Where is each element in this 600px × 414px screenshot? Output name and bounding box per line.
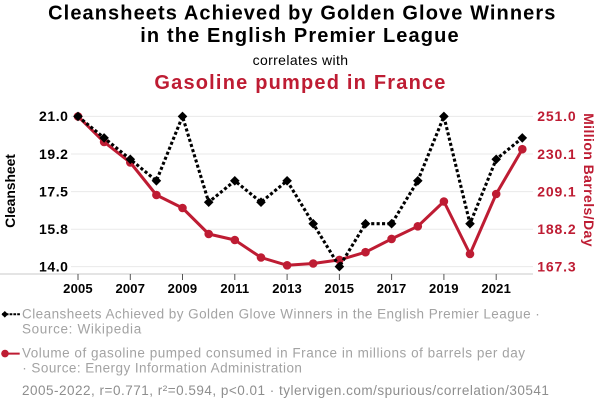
svg-text:15.8: 15.8 (39, 221, 68, 237)
svg-text:19.2: 19.2 (39, 146, 68, 162)
svg-text:14.0: 14.0 (39, 258, 68, 274)
svg-text:2013: 2013 (272, 281, 302, 296)
svg-text:in the English Premier League: in the English Premier League (140, 25, 460, 47)
svg-text:Source: Wikipedia: Source: Wikipedia (22, 322, 142, 337)
svg-text:2009: 2009 (168, 281, 198, 296)
svg-text:Cleansheets Achieved by Golden: Cleansheets Achieved by Golden Glove Win… (22, 306, 540, 321)
svg-text:2021: 2021 (481, 281, 511, 296)
svg-text:2015: 2015 (325, 281, 355, 296)
svg-text:Cleansheet: Cleansheet (2, 154, 18, 228)
svg-text:Million Barrels/Day: Million Barrels/Day (581, 113, 597, 247)
svg-text:2017: 2017 (377, 281, 407, 296)
svg-text:230.1: 230.1 (537, 146, 576, 162)
svg-text:17.5: 17.5 (39, 183, 68, 199)
svg-text:251.0: 251.0 (537, 108, 576, 124)
svg-text:2007: 2007 (115, 281, 145, 296)
svg-text:2011: 2011 (220, 281, 249, 296)
svg-text:2005-2022, r=0.771, r²=0.594,: 2005-2022, r=0.771, r²=0.594, p<0.01 · t… (22, 383, 549, 398)
svg-text:Volume of gasoline pumped cons: Volume of gasoline pumped consumed in Fr… (22, 345, 526, 360)
svg-text:188.2: 188.2 (537, 221, 576, 237)
svg-text:correlates with: correlates with (253, 52, 349, 68)
svg-text:Gasoline pumped in France: Gasoline pumped in France (154, 72, 446, 94)
svg-text:Cleansheets Achieved by Golden: Cleansheets Achieved by Golden Glove Win… (48, 3, 556, 25)
svg-text:· Source: Energy Information A: · Source: Energy Information Administrat… (22, 361, 302, 376)
svg-text:21.0: 21.0 (39, 108, 68, 124)
svg-text:167.3: 167.3 (537, 258, 576, 274)
svg-text:2005: 2005 (63, 281, 93, 296)
svg-text:209.1: 209.1 (537, 183, 576, 199)
svg-text:2019: 2019 (429, 281, 459, 296)
